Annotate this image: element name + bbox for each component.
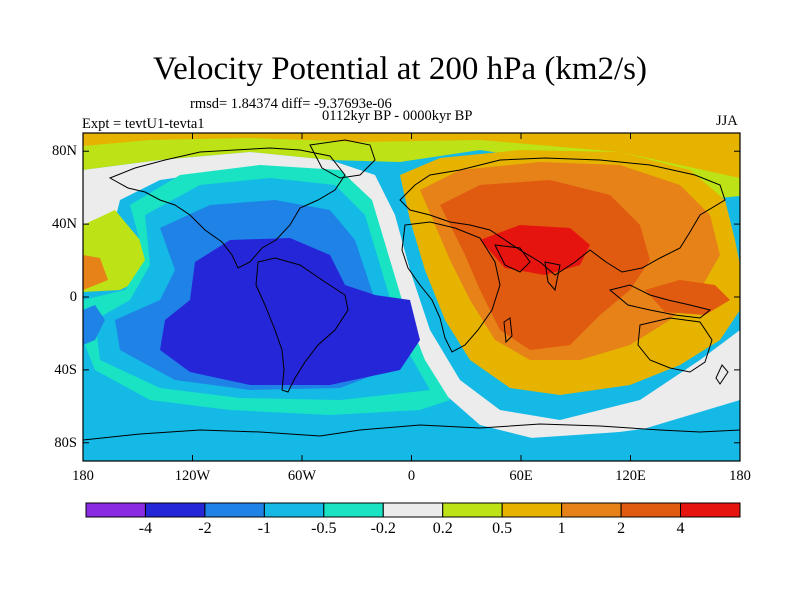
colorbar-label: 0.2 (432, 520, 453, 537)
lon-tick-label: 60W (287, 468, 317, 484)
colorbar-swatch (204, 502, 265, 518)
period-text: 0112kyr BP - 0000kyr BP (322, 108, 473, 124)
colorbar-swatch (620, 502, 682, 518)
lon-tick-label: 0 (407, 468, 416, 484)
stats-text: rmsd= 1.84374 diff= -9.37693e-06 (190, 96, 392, 112)
colorbar-label: 2 (617, 520, 626, 537)
colorbar-swatch (442, 502, 503, 518)
lon-tick-label: 60E (509, 468, 533, 484)
colorbar-swatch (323, 502, 384, 518)
map-title: Velocity Potential at 200 hPa (km2/s) (152, 51, 648, 87)
colorbar-swatch (501, 502, 563, 518)
colorbar-label: -1 (257, 520, 272, 537)
experiment-label: Expt = tevtU1-tevta1 (82, 116, 205, 132)
colorbar-label: -0.2 (370, 520, 396, 537)
colorbar-swatch (680, 502, 741, 518)
colorbar (85, 502, 741, 518)
colorbar-label: 4 (676, 520, 685, 537)
colorbar-swatch (561, 502, 622, 518)
colorbar-label: -0.5 (311, 520, 337, 537)
lat-tick-label: 0 (69, 289, 77, 305)
coastlines (83, 139, 740, 441)
contour-fills (83, 133, 740, 461)
colorbar-label: 0.5 (492, 520, 513, 537)
lat-tick-label: 80N (52, 143, 77, 160)
lon-tick-label: 120W (174, 468, 211, 484)
axis-ticks (82, 133, 741, 461)
lon-tick-label: 180 (729, 468, 751, 484)
colorbar-swatch (144, 502, 206, 518)
lon-tick-label: 120E (615, 468, 646, 484)
colorbar-label: 1 (557, 520, 566, 537)
lon-tick-label: 180 (72, 468, 94, 484)
lat-tick-label: 40N (52, 216, 77, 233)
colorbar-swatch (85, 502, 146, 518)
colorbar-swatch (263, 502, 325, 518)
colorbar-label: -4 (138, 520, 153, 537)
colorbar-swatch (382, 502, 444, 518)
season-label: JJA (716, 113, 738, 129)
lat-tick-label: 40S (54, 361, 77, 378)
lat-tick-label: 80S (54, 434, 77, 451)
colorbar-label: -2 (198, 520, 212, 537)
